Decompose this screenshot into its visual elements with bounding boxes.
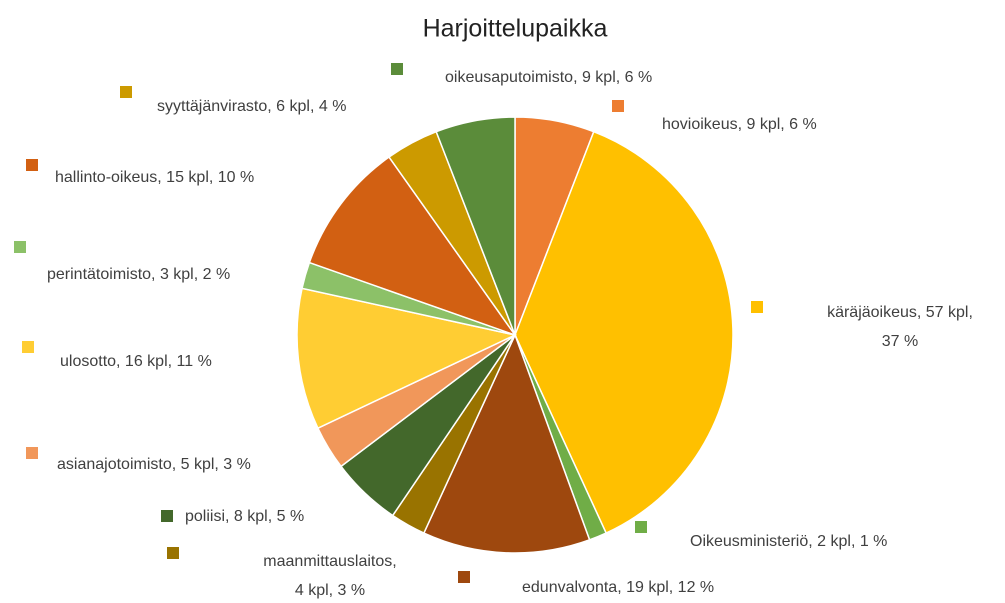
label-marker xyxy=(26,447,38,459)
label-marker xyxy=(751,301,763,313)
data-label: ulosotto, 16 kpl, 11 % xyxy=(60,353,212,370)
data-label: hallinto-oikeus, 15 kpl, 10 % xyxy=(55,169,254,186)
label-marker xyxy=(612,100,624,112)
label-marker xyxy=(14,241,26,253)
label-marker xyxy=(161,510,173,522)
data-label: edunvalvonta, 19 kpl, 12 % xyxy=(522,579,714,596)
label-marker xyxy=(391,63,403,75)
label-marker xyxy=(458,571,470,583)
label-marker xyxy=(26,159,38,171)
pie-slice xyxy=(514,130,734,535)
label-marker xyxy=(635,521,647,533)
data-label: maanmittauslaitos, 4 kpl, 3 % xyxy=(263,553,396,599)
chart-title: Harjoittelupaikka xyxy=(423,15,608,43)
data-label: poliisi, 8 kpl, 5 % xyxy=(185,508,304,525)
label-marker xyxy=(22,341,34,353)
pie-slice xyxy=(308,156,517,337)
data-label: Oikeusministeriö, 2 kpl, 1 % xyxy=(690,533,887,550)
data-label: perintätoimisto, 3 kpl, 2 % xyxy=(47,266,230,283)
data-label: hovioikeus, 9 kpl, 6 % xyxy=(662,116,817,133)
data-label: syyttäjänvirasto, 6 kpl, 4 % xyxy=(157,98,346,115)
data-label: käräjäoikeus, 57 kpl, 37 % xyxy=(827,304,973,350)
data-label: asianajotoimisto, 5 kpl, 3 % xyxy=(57,456,251,473)
pie-slice xyxy=(422,333,591,554)
label-marker xyxy=(120,86,132,98)
data-label: oikeusaputoimisto, 9 kpl, 6 % xyxy=(445,69,652,86)
label-marker xyxy=(167,547,179,559)
pie-slice xyxy=(435,116,516,336)
